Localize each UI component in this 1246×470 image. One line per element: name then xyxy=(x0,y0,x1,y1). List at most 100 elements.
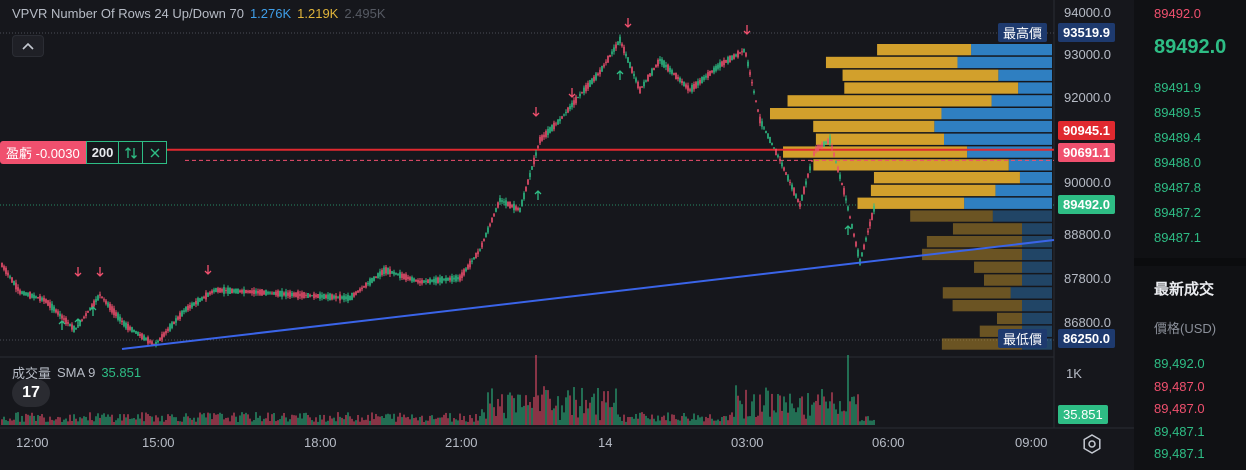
candle-body xyxy=(33,294,35,299)
candle-body xyxy=(507,201,509,207)
volume-profile-down-bar xyxy=(815,133,944,145)
volume-bar xyxy=(177,421,179,425)
candle-body xyxy=(187,305,189,311)
volume-bar xyxy=(151,416,153,425)
volume-bar xyxy=(261,421,263,425)
candle-body xyxy=(857,249,859,257)
candle-body xyxy=(273,291,275,295)
volume-bar xyxy=(461,419,463,425)
volume-bar xyxy=(453,418,455,425)
volume-bar xyxy=(69,414,71,425)
volume-bar xyxy=(235,416,237,425)
volume-bar xyxy=(519,394,521,425)
reverse-position-button[interactable] xyxy=(119,141,144,164)
volume-bar xyxy=(817,394,819,425)
orderbook-bid[interactable]: 89491.9 xyxy=(1154,80,1201,95)
candle-body xyxy=(407,276,409,279)
candle-body xyxy=(149,340,151,343)
volume-bar xyxy=(753,394,755,425)
volume-bar xyxy=(251,421,253,425)
settings-gear-icon[interactable] xyxy=(1081,433,1103,455)
volume-bar xyxy=(513,398,515,425)
orderbook-bid[interactable]: 89487.1 xyxy=(1154,230,1201,245)
candle-body xyxy=(215,288,217,293)
volume-bar xyxy=(659,420,661,425)
candle-body xyxy=(611,51,613,55)
orderbook-top-ask[interactable]: 89492.0 xyxy=(1154,6,1201,21)
position-quantity[interactable]: 200 xyxy=(85,141,120,164)
volume-bar xyxy=(771,393,773,425)
volume-legend[interactable]: 成交量 SMA 9 35.851 xyxy=(12,363,141,382)
volume-bar xyxy=(487,392,489,425)
volume-bar xyxy=(617,414,619,425)
candle-body xyxy=(711,70,713,73)
volume-profile-up-bar xyxy=(998,69,1052,81)
volume-bar xyxy=(405,417,407,425)
volume-profile-down-bar xyxy=(952,300,1022,312)
volume-bar xyxy=(335,421,337,425)
volume-bar xyxy=(211,419,213,425)
orderbook-bid[interactable]: 89487.2 xyxy=(1154,205,1201,220)
candle-body xyxy=(13,281,15,285)
vpvr-legend[interactable]: VPVR Number Of Rows 24 Up/Down 70 1.276K… xyxy=(12,6,386,21)
orderbook-bid[interactable]: 89488.0 xyxy=(1154,155,1201,170)
volume-bar xyxy=(539,411,541,425)
collapse-indicators-button[interactable] xyxy=(12,35,44,57)
candle-body xyxy=(651,68,653,76)
position-pnl-widget[interactable]: 盈虧 -0.0030 200 xyxy=(0,141,168,164)
price-chart[interactable]: VPVR Number Of Rows 24 Up/Down 70 1.276K… xyxy=(0,0,1134,470)
volume-bar xyxy=(95,416,97,425)
candle-body xyxy=(3,266,5,270)
volume-bar xyxy=(735,385,737,425)
volume-bar xyxy=(455,419,457,425)
volume-bar xyxy=(601,401,603,425)
trade-price: 89,487.1 xyxy=(1154,446,1205,461)
volume-bar xyxy=(435,418,437,425)
candle-body xyxy=(691,84,693,92)
volume-bar xyxy=(79,417,81,425)
candle-body xyxy=(469,260,471,268)
orderbook-bid[interactable]: 89487.8 xyxy=(1154,180,1201,195)
tradingview-logo[interactable]: 17 xyxy=(12,379,50,407)
volume-bar xyxy=(705,416,707,425)
candle-body xyxy=(129,326,131,330)
candle-body xyxy=(437,277,439,283)
chart-canvas[interactable] xyxy=(0,0,1134,470)
volume-profile-up-bar xyxy=(991,95,1052,107)
volume-bar xyxy=(621,420,623,425)
volume-bar xyxy=(755,417,757,425)
candle-body xyxy=(447,277,449,281)
volume-bar xyxy=(555,405,557,425)
candle-body xyxy=(637,82,639,88)
candle-body xyxy=(627,57,629,63)
candle-body xyxy=(177,316,179,320)
volume-bar xyxy=(3,416,5,425)
volume-bar xyxy=(337,412,339,425)
volume-bar xyxy=(743,418,745,425)
volume-bar xyxy=(501,394,503,425)
candle-body xyxy=(235,288,237,294)
volume-bar xyxy=(417,420,419,425)
candle-body xyxy=(363,286,365,288)
orderbook-bid[interactable]: 89489.5 xyxy=(1154,105,1201,120)
close-position-button[interactable] xyxy=(143,141,168,164)
orderbook-bid[interactable]: 89489.4 xyxy=(1154,130,1201,145)
candle-body xyxy=(427,279,429,283)
volume-profile-up-bar xyxy=(992,210,1052,222)
candle-body xyxy=(777,155,779,157)
candle-body xyxy=(827,139,829,144)
candle-body xyxy=(387,267,389,275)
volume-bar xyxy=(55,419,57,425)
volume-bar xyxy=(607,391,609,425)
candle-body xyxy=(617,41,619,46)
volume-bar xyxy=(113,421,115,425)
candle-body xyxy=(643,81,645,87)
trades-title[interactable]: 最新成交 xyxy=(1154,281,1215,298)
volume-bar xyxy=(493,407,495,425)
volume-bar xyxy=(229,421,231,425)
candle-body xyxy=(861,252,863,257)
candle-body xyxy=(831,146,833,149)
buy-signal-arrow xyxy=(74,318,82,328)
candle-body xyxy=(441,276,443,284)
volume-bar xyxy=(207,412,209,425)
